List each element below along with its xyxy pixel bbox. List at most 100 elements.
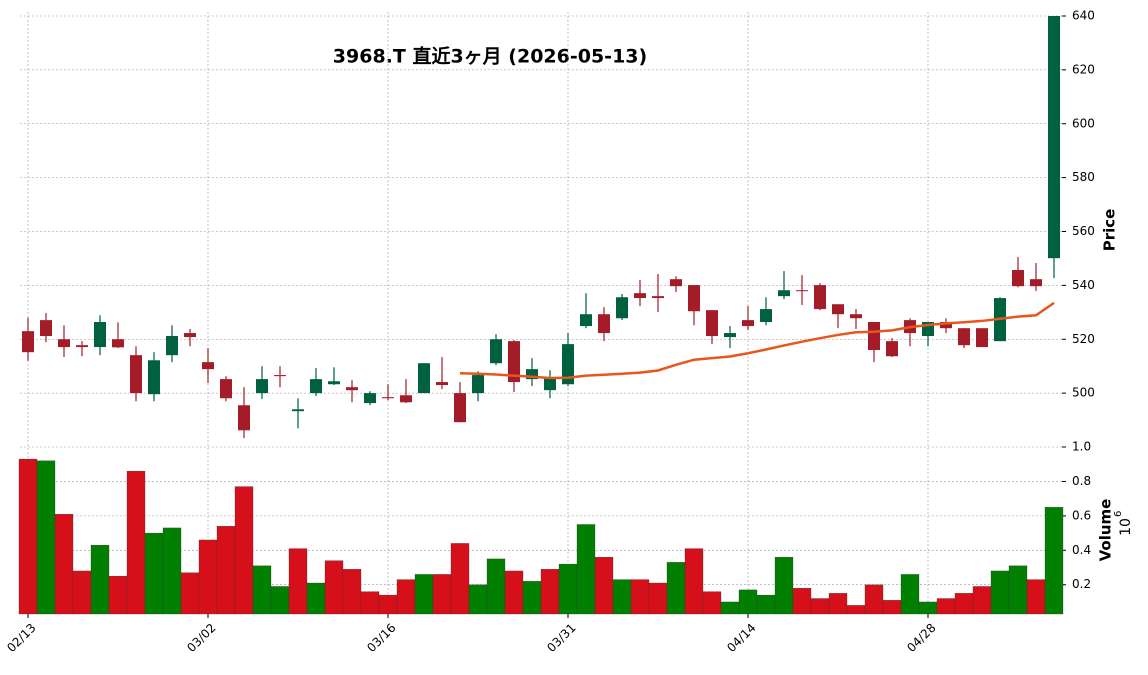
y-tick-label: 600 xyxy=(1072,116,1095,130)
candle-body xyxy=(706,310,718,337)
volume-bar xyxy=(36,460,56,615)
candle-body xyxy=(328,381,340,385)
volume-bar xyxy=(306,582,326,615)
candle-body xyxy=(580,314,592,327)
y-tick-label: 500 xyxy=(1072,386,1095,400)
candles xyxy=(22,16,1060,439)
volume-bar xyxy=(270,586,290,615)
volume-bar xyxy=(468,584,488,615)
volume-scale-exponent: 6 xyxy=(1113,511,1124,517)
volume-bar xyxy=(90,544,110,615)
candle-body xyxy=(616,297,628,319)
volume-bar xyxy=(648,582,668,615)
volume-bar xyxy=(522,581,542,615)
candle-body xyxy=(508,341,520,383)
volume-tick-label: 0.4 xyxy=(1072,543,1091,557)
chart-title: 3968.T 直近3ヶ月 (2026-05-13) xyxy=(333,45,647,68)
volume-bar xyxy=(378,594,398,615)
volume-bar xyxy=(738,589,758,615)
candle-body xyxy=(76,345,88,348)
volume-scale-base: 10 xyxy=(1118,518,1134,536)
candle-body xyxy=(472,375,484,394)
candle-body xyxy=(310,379,322,394)
volume-bar xyxy=(162,527,182,615)
candle-body xyxy=(886,341,898,357)
x-tick-label: 04/14 xyxy=(724,621,758,655)
candle-body xyxy=(724,333,736,338)
volume-bar xyxy=(792,588,812,615)
volume-bar xyxy=(558,563,578,615)
volume-bar xyxy=(702,591,722,615)
y-tick-label: 560 xyxy=(1072,224,1095,238)
candle-body xyxy=(94,322,106,348)
candle-body xyxy=(274,375,286,377)
volume-bar xyxy=(684,548,704,615)
y-axis-label: Price xyxy=(1101,209,1119,252)
volume-bar xyxy=(756,594,776,615)
volume-tick-label: 0.8 xyxy=(1072,474,1091,488)
volume-bar xyxy=(864,584,884,615)
x-tick-label: 03/16 xyxy=(364,621,398,655)
candle-body xyxy=(778,290,790,297)
candle-body xyxy=(1012,270,1024,287)
volume-bar xyxy=(288,548,308,615)
candle-body xyxy=(526,369,538,380)
y-tick-label: 580 xyxy=(1072,170,1095,184)
candle-body xyxy=(400,395,412,403)
candle-body xyxy=(292,409,304,412)
volume-bar xyxy=(180,572,200,615)
volume-bar xyxy=(576,524,596,615)
volume-bar xyxy=(198,539,218,615)
x-tick-label: 02/13 xyxy=(4,621,38,655)
candle-body xyxy=(58,339,70,348)
candle-body xyxy=(544,376,556,391)
candle-body xyxy=(742,320,754,327)
volume-bar xyxy=(612,579,632,615)
volume-bar xyxy=(936,598,956,615)
candle-body xyxy=(112,339,124,348)
volume-bar xyxy=(450,543,470,615)
volume-axis-label: Volume xyxy=(1097,499,1115,562)
candle-body xyxy=(382,397,394,399)
volume-bar xyxy=(144,532,164,615)
volume-bar xyxy=(774,557,794,615)
volume-bar xyxy=(1026,579,1046,615)
volume-bar xyxy=(54,513,74,615)
volume-bar xyxy=(918,601,938,615)
volume-bar xyxy=(72,570,92,615)
volume-bar xyxy=(216,526,236,615)
grid xyxy=(20,12,1062,614)
candle-body xyxy=(796,290,808,292)
candle-body xyxy=(976,328,988,348)
volume-bar xyxy=(594,557,614,615)
volume-bar xyxy=(360,591,380,615)
volume-bar xyxy=(108,575,128,615)
volume-bar xyxy=(324,560,344,615)
volume-bar xyxy=(990,570,1010,615)
volume-bar xyxy=(954,593,974,615)
volume-bar xyxy=(432,574,452,615)
candle-body xyxy=(562,344,574,385)
volume-bar xyxy=(396,579,416,615)
volume-bar xyxy=(810,598,830,615)
candle-body xyxy=(958,328,970,346)
candle-body xyxy=(346,387,358,391)
candle-body xyxy=(868,322,880,351)
candle-body xyxy=(130,355,142,394)
candle-body xyxy=(184,333,196,338)
x-tick-label: 04/28 xyxy=(904,621,938,655)
candle-body xyxy=(850,314,862,319)
volume-bar xyxy=(342,569,362,615)
volume-bar xyxy=(540,569,560,615)
volume-bar xyxy=(486,558,506,615)
volume-bar xyxy=(882,600,902,615)
candle-body xyxy=(490,339,502,364)
candle-body xyxy=(436,382,448,386)
candle-body xyxy=(760,309,772,323)
volume-bar xyxy=(1008,565,1028,615)
volume-tick-label: 0.6 xyxy=(1072,508,1091,522)
volume-bar xyxy=(414,574,434,615)
moving-average-line xyxy=(459,301,1055,380)
candle-body xyxy=(22,331,34,353)
